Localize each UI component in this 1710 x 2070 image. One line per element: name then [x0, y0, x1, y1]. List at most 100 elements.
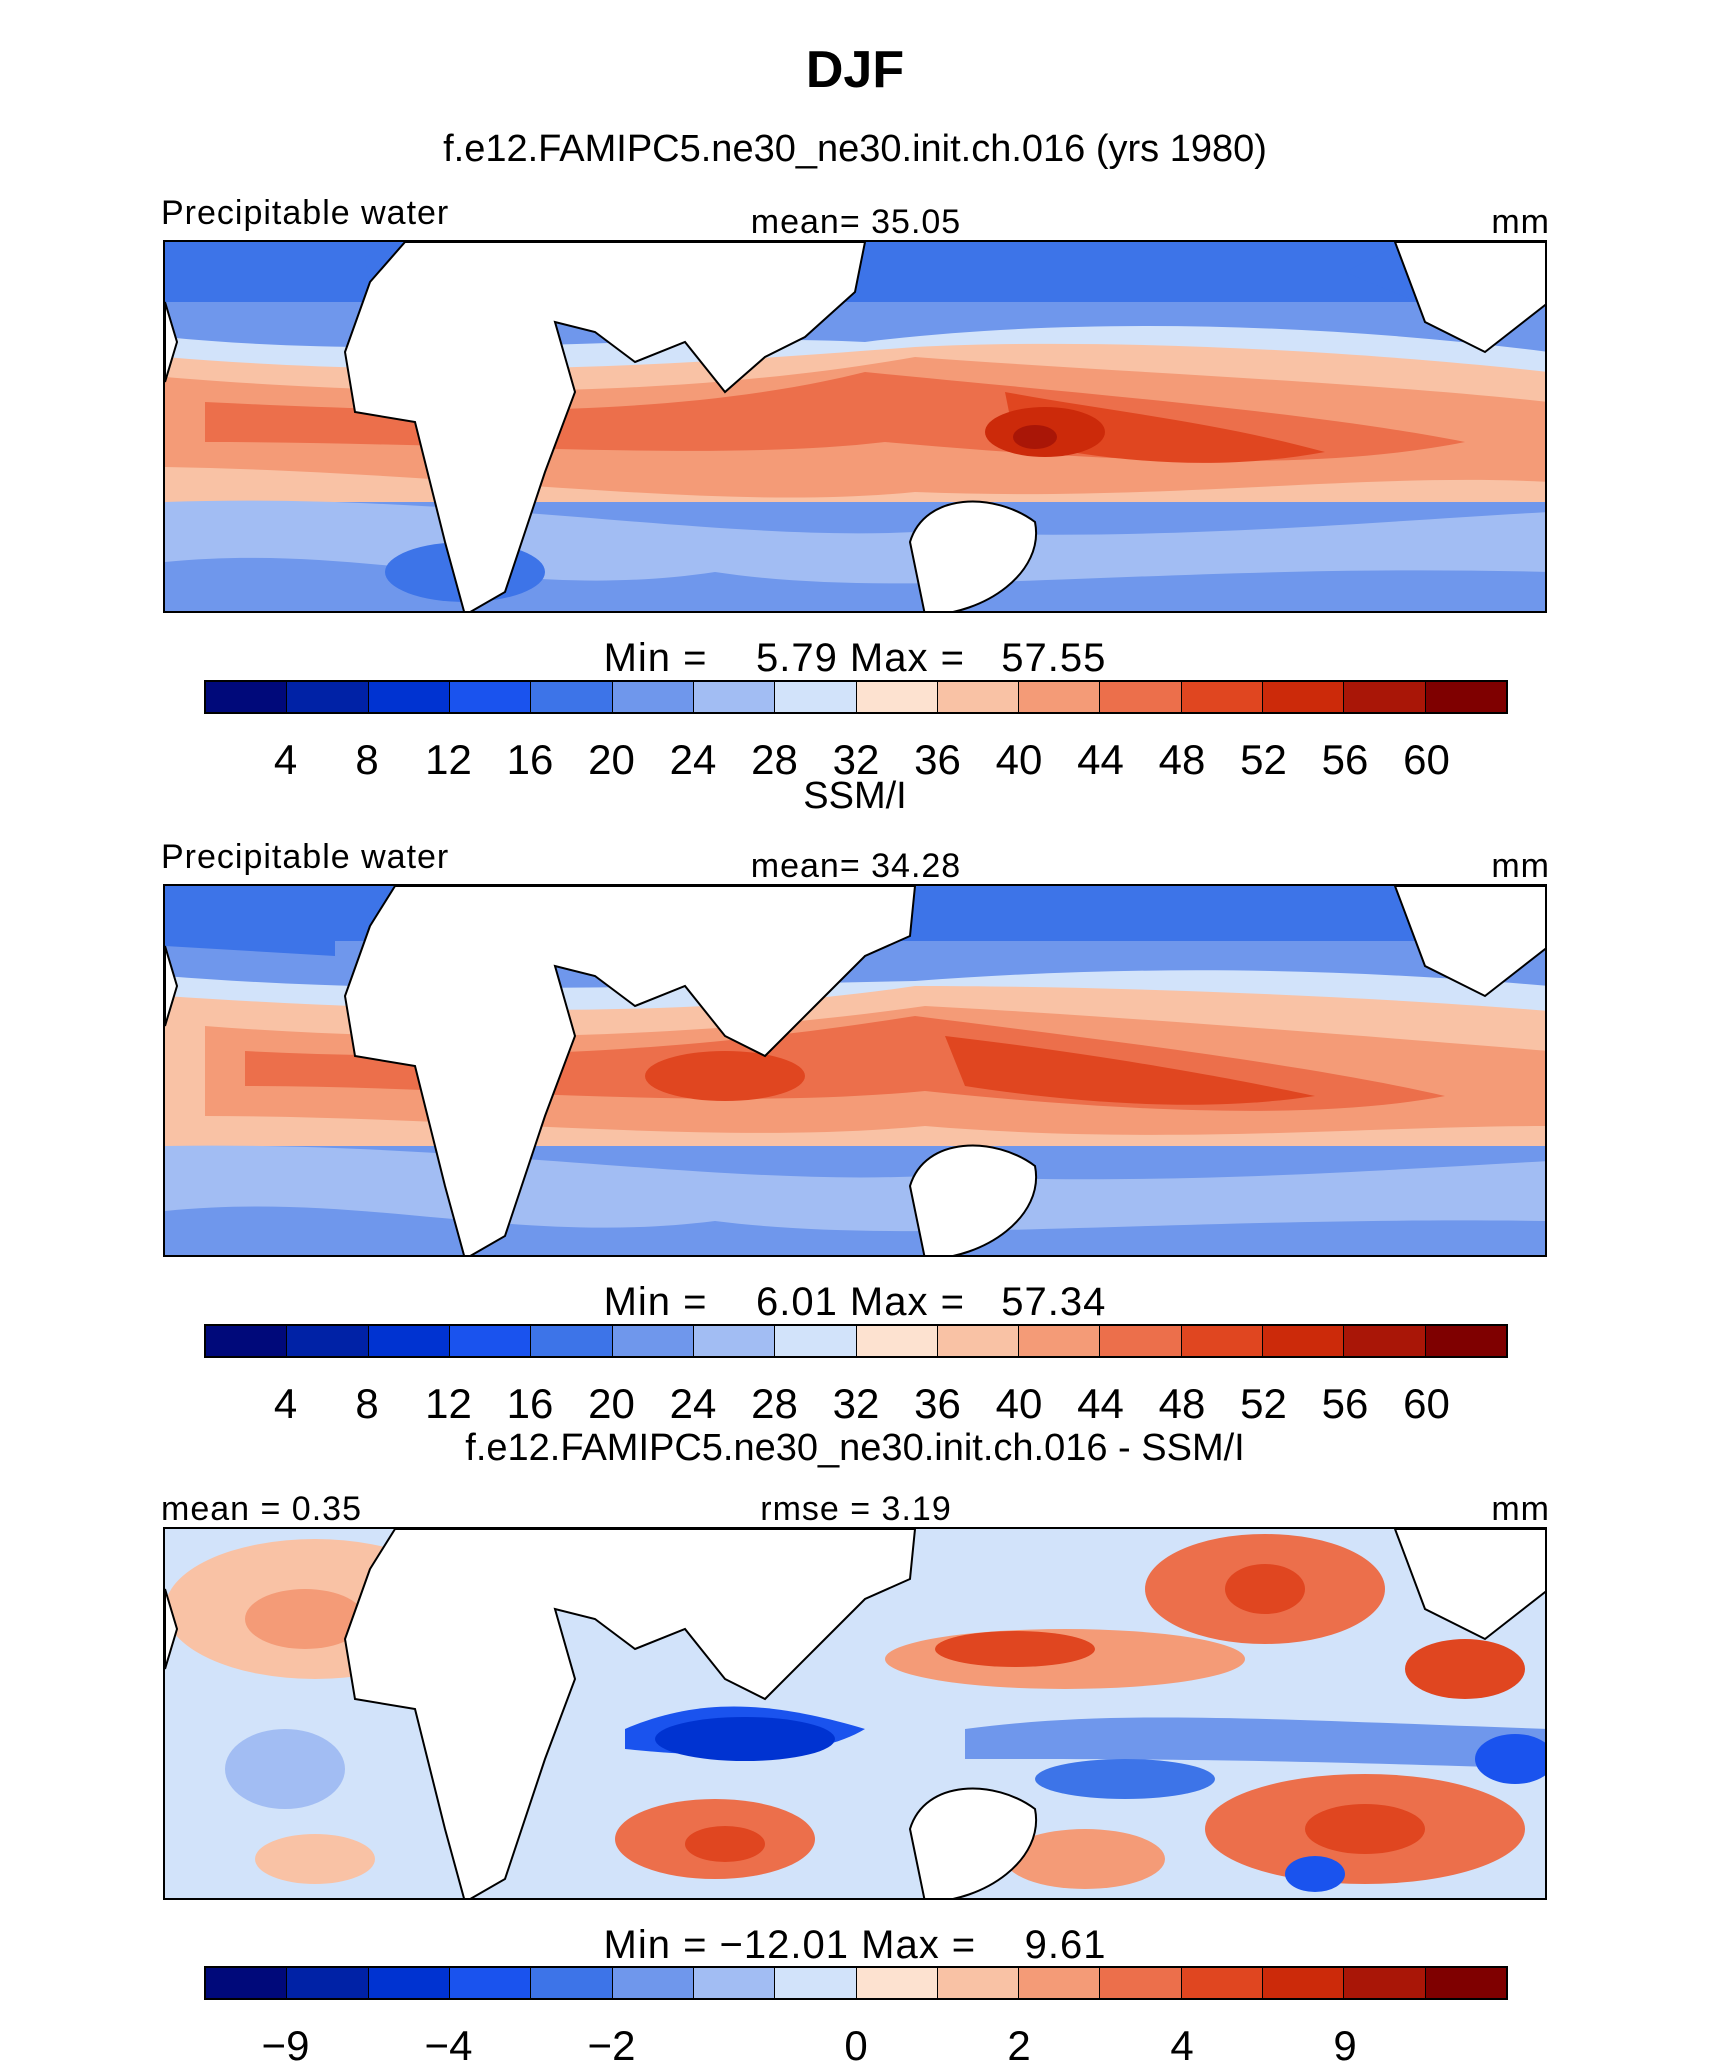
colorbar-tick-label: −4	[424, 2022, 473, 2069]
colorbar-tick-label: 24	[669, 736, 717, 783]
colorbar-swatch	[1100, 1968, 1182, 1998]
colorbar-tick-label: 12	[425, 1380, 472, 1427]
colorbar-swatch	[612, 1968, 694, 1998]
panel-3-title: f.e12.FAMIPC5.ne30_ne30.init.ch.016 - SS…	[465, 1427, 1245, 1469]
colorbar-swatch	[1100, 1326, 1182, 1356]
colorbar-tick-label: 40	[995, 1380, 1043, 1427]
panel-1-mean-label: mean= 35.05	[750, 203, 962, 241]
panel-2-units-label: mm	[1491, 847, 1550, 885]
colorbar-swatch	[449, 1326, 532, 1356]
panel-3-minmax: Min = −12.01 Max = 9.61	[603, 1923, 1107, 1967]
panel-2-variable-label: Precipitable water	[161, 838, 450, 876]
colorbar-tick-label: 40	[995, 736, 1043, 783]
colorbar-tick-label: 44	[1077, 736, 1124, 783]
colorbar-swatch	[1425, 1326, 1506, 1356]
panel-1-title: f.e12.FAMIPC5.ne30_ne30.init.ch.016 (yrs…	[443, 128, 1267, 170]
colorbar-tick-label: 16	[506, 1380, 554, 1427]
colorbar-swatch	[856, 1968, 938, 1998]
colorbar-tick-label: 4	[273, 736, 298, 783]
colorbar-tick-label: 60	[1403, 1380, 1450, 1427]
colorbar-tick-label: 56	[1321, 736, 1369, 783]
colorbar-tick-label: 0	[844, 2022, 868, 2069]
colorbar-tick-label: 28	[751, 1380, 798, 1427]
colorbar-tick-label: 4	[1170, 2022, 1194, 2069]
colorbar-tick-label: 8	[355, 1380, 379, 1427]
colorbar-swatch	[1263, 1326, 1345, 1356]
panel-1-colorbar	[204, 680, 1508, 714]
panel-1-field	[165, 242, 1545, 611]
panel-2-mean-label: mean= 34.28	[750, 847, 962, 885]
panel-2-map	[163, 884, 1547, 1257]
colorbar-swatch	[612, 1326, 694, 1356]
panel-1-map	[163, 240, 1547, 613]
colorbar-tick-label: −2	[587, 2022, 636, 2069]
panel-2-minmax: Min = 6.01 Max = 57.34	[603, 1280, 1107, 1324]
colorbar-tick-label: 20	[588, 736, 635, 783]
colorbar-tick-label: 52	[1240, 1380, 1287, 1427]
panel-3-units-label: mm	[1491, 1490, 1550, 1528]
colorbar-tick-label: 60	[1403, 736, 1450, 783]
colorbar-tick-label: 16	[506, 736, 554, 783]
colorbar-swatch	[368, 1326, 450, 1356]
colorbar-swatch	[856, 1326, 938, 1356]
colorbar-swatch	[531, 1968, 613, 1998]
colorbar-tick-label: 2	[1007, 2022, 1031, 2069]
colorbar-tick-label: 24	[669, 1380, 717, 1427]
colorbar-swatch	[1425, 1968, 1506, 1998]
colorbar-swatch	[1100, 682, 1182, 712]
colorbar-swatch	[1425, 682, 1506, 712]
panel-1-variable-label: Precipitable water	[161, 194, 450, 232]
colorbar-swatch	[693, 1968, 776, 1998]
panel-3-field	[165, 1529, 1545, 1898]
colorbar-swatch	[531, 682, 613, 712]
colorbar-swatch	[1263, 1968, 1345, 1998]
colorbar-swatch	[206, 682, 288, 712]
colorbar-swatch	[1181, 1326, 1264, 1356]
colorbar-swatch	[1263, 682, 1345, 712]
colorbar-swatch	[1344, 1326, 1426, 1356]
colorbar-swatch	[368, 1968, 450, 1998]
colorbar-swatch	[287, 1326, 369, 1356]
panel-3-rmse-label: rmse = 3.19	[760, 1490, 952, 1528]
colorbar-swatch	[1019, 682, 1101, 712]
panel-3-mean-label: mean = 0.35	[161, 1490, 362, 1528]
colorbar-swatch	[775, 1326, 857, 1356]
panel-3-colorbar	[204, 1966, 1508, 2000]
colorbar-swatch	[206, 1968, 288, 1998]
colorbar-swatch	[937, 682, 1020, 712]
colorbar-tick-label: 32	[832, 1380, 880, 1427]
colorbar-swatch	[937, 1968, 1020, 1998]
colorbar-tick-label: 36	[914, 736, 961, 783]
colorbar-tick-label: 44	[1077, 1380, 1124, 1427]
colorbar-tick-label: 4	[273, 1380, 298, 1427]
colorbar-tick-label: 20	[588, 1380, 635, 1427]
colorbar-swatch	[368, 682, 450, 712]
colorbar-swatch	[612, 682, 694, 712]
colorbar-swatch	[206, 1326, 288, 1356]
colorbar-swatch	[937, 1326, 1020, 1356]
colorbar-swatch	[1019, 1326, 1101, 1356]
colorbar-swatch	[287, 1968, 369, 1998]
colorbar-tick-label: −9	[261, 2022, 310, 2069]
colorbar-swatch	[1344, 682, 1426, 712]
colorbar-tick-label: 52	[1240, 736, 1287, 783]
colorbar-swatch	[693, 682, 776, 712]
colorbar-swatch	[449, 682, 532, 712]
panel-2-field	[165, 886, 1545, 1255]
figure-title: DJF	[805, 41, 905, 99]
panel-1-units-label: mm	[1491, 203, 1550, 241]
colorbar-swatch	[1181, 682, 1264, 712]
colorbar-tick-label: 12	[425, 736, 472, 783]
colorbar-tick-label: 9	[1333, 2022, 1357, 2069]
colorbar-swatch	[449, 1968, 532, 1998]
colorbar-swatch	[856, 682, 938, 712]
colorbar-swatch	[287, 682, 369, 712]
colorbar-swatch	[775, 682, 857, 712]
colorbar-tick-label: 36	[914, 1380, 961, 1427]
colorbar-tick-label: 8	[355, 736, 379, 783]
colorbar-swatch	[1019, 1968, 1101, 1998]
colorbar-tick-label: 48	[1158, 736, 1206, 783]
colorbar-tick-label: 32	[832, 736, 880, 783]
colorbar-swatch	[531, 1326, 613, 1356]
colorbar-tick-label: 28	[751, 736, 798, 783]
